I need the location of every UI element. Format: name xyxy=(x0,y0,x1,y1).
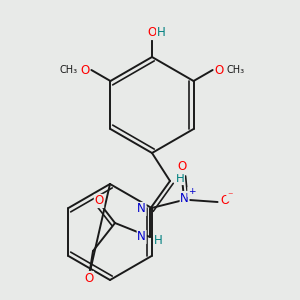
Text: H: H xyxy=(157,26,165,40)
Text: O: O xyxy=(80,64,89,76)
Text: ⁻: ⁻ xyxy=(227,191,232,201)
Text: CH₃: CH₃ xyxy=(226,65,245,75)
Text: O: O xyxy=(94,194,103,208)
Text: O: O xyxy=(84,272,94,284)
Text: CH₃: CH₃ xyxy=(59,65,77,75)
Text: O: O xyxy=(214,64,224,76)
Text: N: N xyxy=(137,230,146,244)
Text: N: N xyxy=(180,191,189,205)
Text: N: N xyxy=(137,202,146,215)
Text: O: O xyxy=(147,26,157,40)
Text: +: + xyxy=(188,188,195,196)
Text: H: H xyxy=(176,172,184,184)
Text: H: H xyxy=(154,235,162,248)
Text: O: O xyxy=(177,160,186,173)
Text: O: O xyxy=(220,194,230,208)
